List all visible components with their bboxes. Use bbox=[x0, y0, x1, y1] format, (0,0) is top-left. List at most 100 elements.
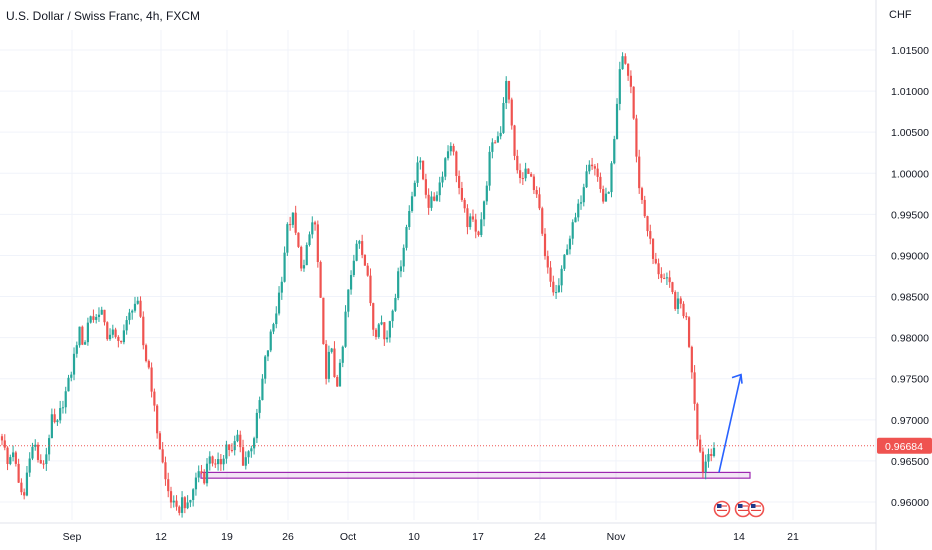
candle-body bbox=[696, 403, 699, 440]
candle-body bbox=[380, 322, 383, 325]
candle-body bbox=[444, 158, 447, 177]
candle-body bbox=[599, 176, 602, 190]
y-tick-label: 1.01500 bbox=[891, 45, 929, 57]
y-tick-label: 0.96000 bbox=[891, 497, 929, 509]
candle-body bbox=[286, 224, 289, 253]
candle-body bbox=[253, 438, 256, 449]
candle-body bbox=[147, 361, 150, 368]
candle-body bbox=[663, 278, 666, 280]
candle-body bbox=[538, 194, 541, 209]
candle-body bbox=[524, 168, 527, 179]
candle-body bbox=[560, 268, 563, 286]
candle-body bbox=[89, 316, 92, 323]
candle-body bbox=[383, 322, 386, 340]
candle-body bbox=[488, 151, 491, 186]
candle-body bbox=[388, 321, 391, 338]
support-zone bbox=[200, 471, 751, 479]
candle-body bbox=[200, 471, 203, 474]
candle-body bbox=[222, 458, 225, 465]
candle-body bbox=[283, 252, 286, 282]
candle-body bbox=[128, 312, 131, 321]
candle-body bbox=[369, 275, 372, 304]
candle-body bbox=[591, 164, 594, 167]
candle-body bbox=[122, 330, 125, 343]
candle-body bbox=[485, 185, 488, 202]
candle-body bbox=[133, 303, 137, 311]
candle-body bbox=[430, 196, 433, 208]
candle-body bbox=[189, 500, 192, 503]
candle-body bbox=[377, 324, 380, 337]
candle-body bbox=[543, 233, 547, 257]
candle-body bbox=[424, 179, 427, 195]
candle-body bbox=[710, 454, 713, 456]
candle-body bbox=[97, 314, 101, 318]
candle-body bbox=[111, 329, 114, 335]
currency-label: CHF bbox=[889, 9, 912, 21]
candle-body bbox=[216, 459, 220, 465]
candle-body bbox=[313, 222, 317, 225]
candle-body bbox=[438, 182, 441, 196]
candle-body bbox=[455, 151, 458, 176]
candle-body bbox=[363, 254, 367, 266]
candle-body bbox=[228, 444, 231, 450]
candle-body bbox=[31, 446, 34, 459]
candle-body bbox=[277, 292, 281, 314]
candle-body bbox=[638, 156, 641, 189]
candle-body bbox=[518, 170, 522, 179]
y-tick-label: 0.98000 bbox=[891, 333, 929, 345]
candle-body bbox=[579, 202, 583, 204]
candle-body bbox=[496, 136, 500, 143]
candle-body bbox=[161, 449, 164, 463]
candle-body bbox=[125, 320, 128, 331]
candle-body bbox=[183, 497, 186, 509]
candle-body bbox=[333, 348, 336, 378]
candle-body bbox=[449, 145, 452, 152]
flag-canton bbox=[738, 504, 743, 508]
candle-body bbox=[341, 346, 344, 363]
candle-body bbox=[374, 329, 378, 337]
candle-body bbox=[557, 285, 560, 293]
candle-body bbox=[361, 241, 364, 255]
candle-body bbox=[294, 212, 297, 233]
candle-body bbox=[427, 194, 430, 208]
candle-body bbox=[344, 311, 347, 347]
last-price-badge bbox=[877, 437, 932, 454]
projection-arrow-shaft bbox=[718, 374, 742, 473]
candle-body bbox=[632, 86, 635, 119]
candle-body bbox=[422, 160, 425, 180]
candle-body bbox=[552, 281, 555, 293]
candle-body bbox=[120, 340, 123, 343]
candle-body bbox=[649, 231, 652, 239]
candle-body bbox=[607, 192, 610, 194]
candle-body bbox=[690, 346, 693, 373]
candle-body bbox=[172, 500, 175, 503]
candle-body bbox=[469, 216, 472, 228]
flag-canton bbox=[751, 504, 756, 508]
candle-body bbox=[610, 163, 613, 193]
candle-body bbox=[452, 145, 455, 152]
candle-body bbox=[613, 139, 616, 164]
candle-body bbox=[144, 345, 148, 362]
candle-body bbox=[349, 275, 353, 290]
candle-body bbox=[56, 420, 59, 423]
candle-body bbox=[325, 344, 328, 379]
candle-body bbox=[75, 345, 78, 354]
y-tick-label: 0.99500 bbox=[891, 209, 929, 221]
candle-body bbox=[480, 219, 483, 235]
candle-body bbox=[0, 436, 4, 441]
candle-body bbox=[419, 160, 422, 163]
candle-body bbox=[194, 477, 198, 490]
candle-body bbox=[319, 261, 322, 298]
candle-body bbox=[408, 210, 411, 228]
candle-body bbox=[266, 350, 270, 357]
candle-body bbox=[53, 414, 56, 423]
candle-body bbox=[458, 175, 461, 189]
candle-body bbox=[81, 326, 84, 345]
candle-body bbox=[654, 258, 657, 264]
x-tick-label: Sep bbox=[63, 531, 82, 543]
candle-body bbox=[701, 451, 705, 473]
candle-body bbox=[394, 297, 397, 311]
candle-body bbox=[302, 265, 306, 269]
candle-body bbox=[593, 166, 596, 169]
candle-body bbox=[621, 56, 624, 70]
